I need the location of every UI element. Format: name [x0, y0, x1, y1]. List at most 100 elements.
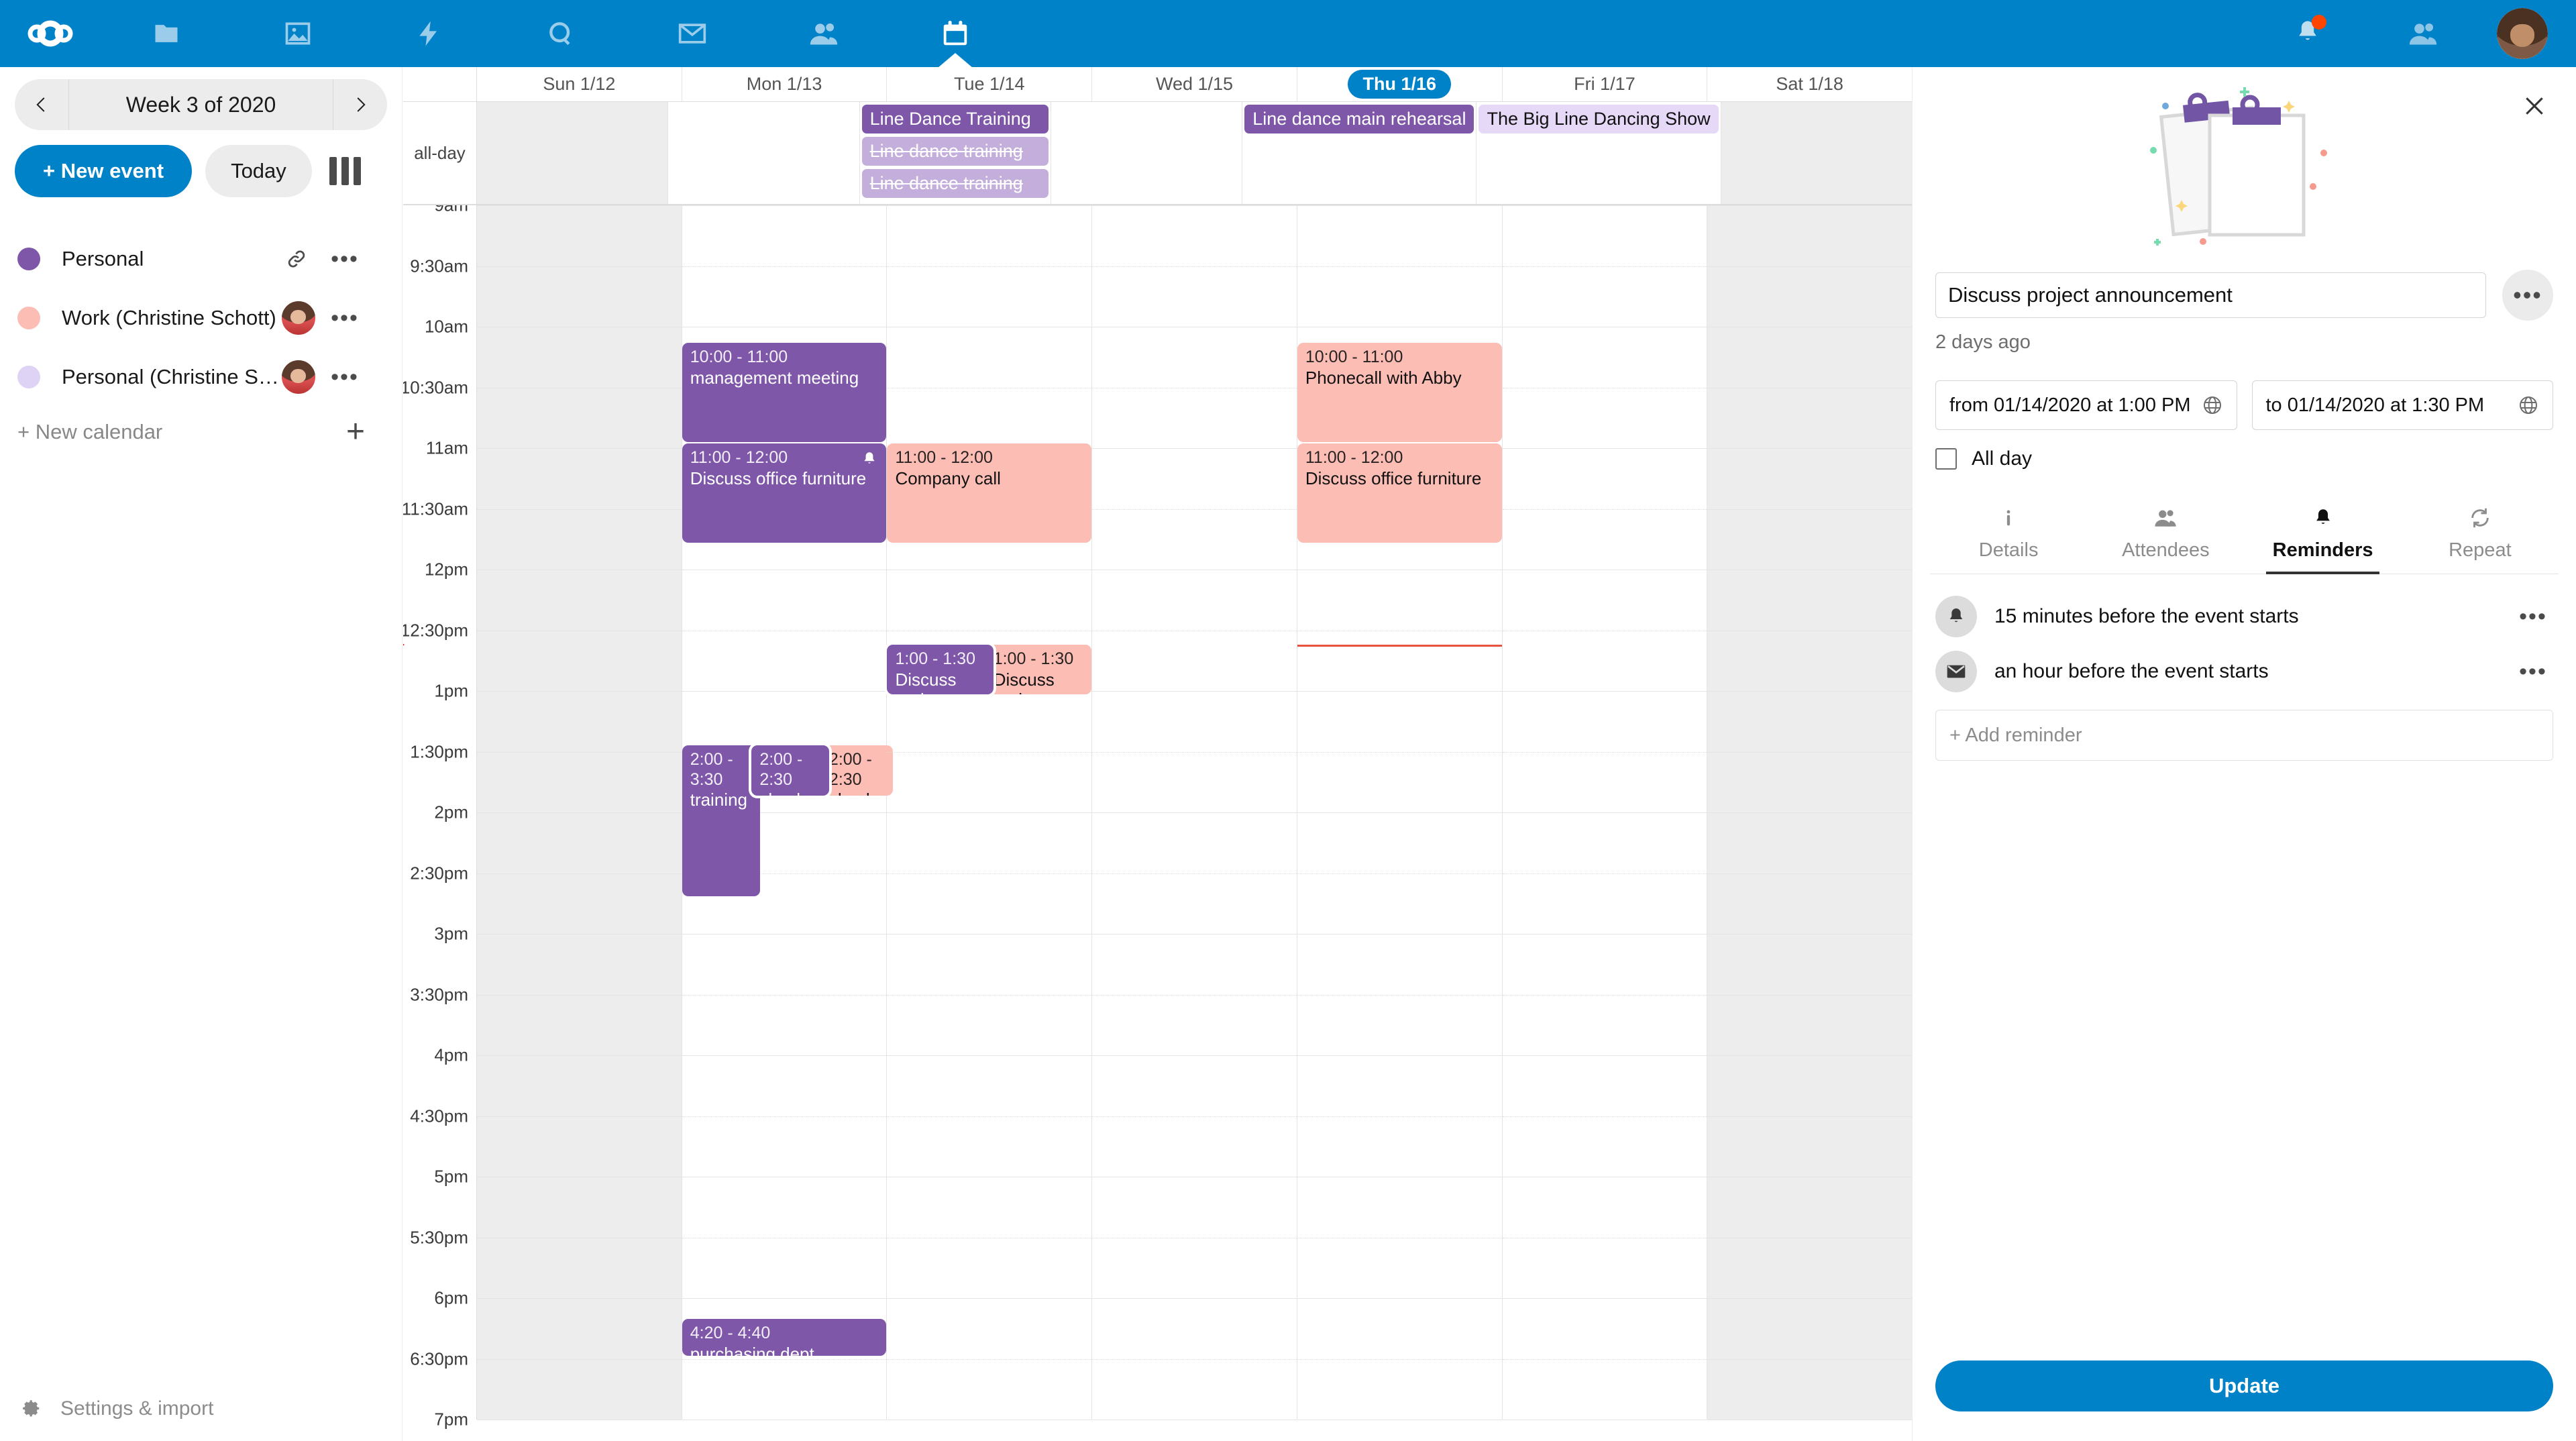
all-day-checkbox[interactable] [1935, 448, 1957, 470]
reminder-row[interactable]: 15 minutes before the event starts ••• [1935, 589, 2553, 644]
user-avatar[interactable] [2497, 8, 2548, 59]
next-week-button[interactable] [333, 79, 387, 130]
add-reminder-button[interactable]: + Add reminder [1935, 710, 2553, 761]
all-day-cell-2[interactable]: Line Dance Training Line dance training Li… [860, 102, 1051, 204]
day-column-0[interactable] [477, 205, 682, 1420]
info-icon [1997, 506, 2020, 533]
tab-repeat[interactable]: Repeat [2402, 497, 2559, 574]
event-time: 11:00 - 12:00 [895, 448, 993, 467]
all-day-event[interactable]: The Big Line Dancing Show [1479, 105, 1719, 134]
grid-line [477, 509, 682, 510]
new-calendar-button[interactable]: + New calendar + [0, 407, 402, 458]
day-column-5[interactable] [1502, 205, 1708, 1420]
nextcloud-logo[interactable] [0, 20, 101, 47]
calendar-event[interactable]: 2:00 - 2:30check-in [751, 745, 830, 796]
day-header-5[interactable]: Fri 1/17 [1503, 67, 1708, 101]
calendar-owner-avatar [282, 301, 315, 335]
day-column-6[interactable] [1707, 205, 1912, 1420]
reminder-row[interactable]: an hour before the event starts ••• [1935, 644, 2553, 699]
files-icon[interactable] [101, 0, 232, 67]
calendar-actions-icon[interactable]: ••• [331, 364, 359, 390]
all-day-event[interactable]: Line Dance Training [861, 105, 1049, 134]
reminder-actions-icon[interactable]: ••• [2519, 604, 2547, 629]
calendar-event[interactable]: 11:00 - 12:00 Discuss office furniture [1297, 443, 1502, 543]
calendar-event[interactable]: 11:00 - 12:00 Company call [887, 443, 1092, 543]
current-time-line [1297, 645, 1502, 647]
tab-details[interactable]: Details [1930, 497, 2087, 574]
reminder-actions-icon[interactable]: ••• [2519, 659, 2547, 684]
prev-week-button[interactable] [15, 79, 68, 130]
day-header-3[interactable]: Wed 1/15 [1092, 67, 1297, 101]
day-header-2[interactable]: Tue 1/14 [887, 67, 1093, 101]
grid-line [1092, 448, 1297, 449]
all-day-event[interactable]: Line dance training [861, 169, 1049, 198]
grid-line [682, 994, 887, 996]
day-header-4[interactable]: Thu 1/16 [1297, 67, 1503, 101]
calendar-actions-icon[interactable]: ••• [331, 246, 359, 272]
event-name: check-in [759, 790, 821, 796]
all-day-event[interactable]: Line dance training [861, 137, 1049, 166]
contacts-icon[interactable] [758, 0, 890, 67]
calendar-event[interactable]: 2:00 - 3:30 training [682, 745, 760, 896]
event-name: Company call [895, 468, 1001, 488]
settings-and-import-button[interactable]: Settings & import [0, 1377, 402, 1441]
day-header-0[interactable]: Sun 1/12 [477, 67, 682, 101]
today-button[interactable]: Today [205, 145, 312, 197]
week-label: Week 3 of 2020 [125, 92, 276, 117]
all-day-cell-4[interactable]: Line dance main rehearsal [1242, 102, 1477, 204]
grid-line [477, 751, 682, 753]
new-event-button[interactable]: + New event [15, 145, 193, 197]
all-day-cell-3[interactable] [1051, 102, 1243, 204]
calendar-list-item[interactable]: Work (Christine Schott) ••• [0, 288, 402, 348]
day-column-3[interactable] [1092, 205, 1297, 1420]
tab-reminders[interactable]: Reminders [2245, 497, 2402, 574]
day-header-1[interactable]: Mon 1/13 [682, 67, 888, 101]
close-icon[interactable] [2513, 85, 2556, 127]
all-day-cell-1[interactable] [668, 102, 860, 204]
photos-icon[interactable] [232, 0, 364, 67]
day-column-4[interactable]: 10:00 - 11:00 Phonecall with Abby 11:00 - … [1297, 205, 1503, 1420]
calendar-actions-icon[interactable]: ••• [331, 305, 359, 331]
calendar-event[interactable]: 10:00 - 11:00 Phonecall with Abby [1297, 343, 1502, 442]
contacts-menu-icon[interactable] [2365, 0, 2481, 67]
share-link-icon[interactable] [278, 248, 315, 270]
grid-line [1092, 509, 1297, 510]
event-time: 11:00 - 12:00 [690, 448, 788, 467]
time-grid-scroll[interactable]: 9am 9:30am 10am 10:30am 11am 11:30am 12pm 12:30… [403, 205, 1912, 1441]
calendar-event[interactable]: 11:00 - 12:00 Discuss office furniture [682, 443, 887, 543]
event-date-row: from 01/14/2020 at 1:00 PM to 01/14/2020… [1913, 354, 2576, 430]
day-column-2[interactable]: 11:00 - 12:00 Company call 1:00 - 1:30 Disc… [887, 205, 1093, 1420]
update-button[interactable]: Update [1935, 1360, 2553, 1411]
calendar-event[interactable]: 10:00 - 11:00 management meeting [682, 343, 887, 442]
all-day-cell-5[interactable]: The Big Line Dancing Show [1477, 102, 1721, 204]
event-end-field[interactable]: to 01/14/2020 at 1:30 PM [2251, 380, 2553, 430]
today-badge: Thu 1/16 [1348, 70, 1451, 99]
view-switch-button[interactable] [329, 157, 361, 185]
more-actions-icon[interactable]: ••• [2502, 270, 2553, 321]
event-title-input[interactable] [1935, 272, 2486, 318]
grid-line [1297, 1116, 1502, 1117]
all-day-event[interactable]: Line dance main rehearsal [1244, 105, 1474, 134]
calendar-event[interactable]: 4:20 - 4:40 purchasing dept [682, 1319, 887, 1356]
calendar-icon[interactable] [890, 0, 1021, 67]
all-day-cell-6[interactable] [1721, 102, 1912, 204]
grid-line [1092, 1358, 1297, 1360]
day-header-6[interactable]: Sat 1/18 [1776, 74, 1843, 94]
all-day-cell-0[interactable] [477, 102, 669, 204]
day-column-1[interactable]: 10:00 - 11:00 management meeting 11:00 - 1… [682, 205, 893, 1420]
mail-icon[interactable] [627, 0, 758, 67]
event-start-field[interactable]: from 01/14/2020 at 1:00 PM [1935, 380, 2237, 430]
tab-attendees[interactable]: Attendees [2087, 497, 2244, 574]
search-app-icon[interactable] [495, 0, 627, 67]
calendar-event[interactable]: 2:00 - 2:30check-in [820, 745, 893, 796]
grid-line [682, 691, 887, 692]
activity-icon[interactable] [364, 0, 495, 67]
time-label: 12:30pm [403, 620, 468, 640]
calendar-list-item[interactable]: Personal (Christine Scho... ••• [0, 348, 402, 407]
event-name: management meeting [690, 367, 859, 388]
plus-icon[interactable]: + [345, 414, 365, 449]
calendar-list-item[interactable]: Personal ••• [0, 229, 402, 288]
notifications-button[interactable] [2250, 0, 2365, 67]
